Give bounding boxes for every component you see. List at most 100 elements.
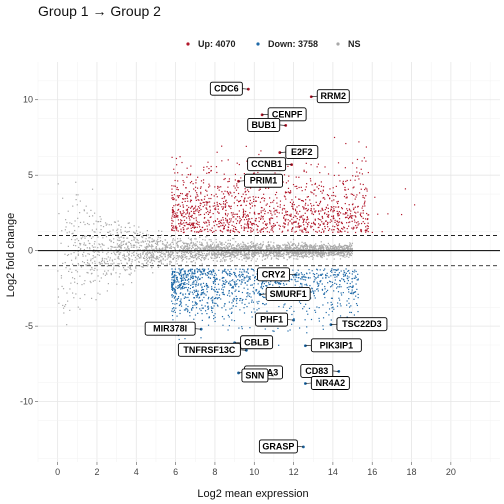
point-down <box>184 293 187 295</box>
point-up <box>237 200 240 203</box>
point-down <box>200 309 202 312</box>
point-up <box>273 211 275 213</box>
point-up <box>258 189 260 191</box>
point-ns <box>328 244 330 246</box>
point-ns <box>265 246 267 248</box>
point-ns <box>276 253 278 255</box>
point-down <box>177 280 179 282</box>
point-ns <box>333 258 335 260</box>
point-ns <box>117 257 119 259</box>
point-ns <box>144 240 147 242</box>
point-up <box>299 216 301 218</box>
point-ns <box>289 245 291 247</box>
point-ns <box>151 252 153 254</box>
point-ns <box>160 263 163 265</box>
point-ns <box>164 247 166 249</box>
point-down <box>337 268 339 270</box>
point-ns <box>293 252 295 255</box>
point-up <box>289 215 291 217</box>
point-down <box>330 275 332 277</box>
point-up <box>251 202 253 204</box>
point-ns <box>185 245 187 247</box>
point-down <box>179 292 181 295</box>
point-ns <box>292 254 294 257</box>
point-down <box>264 328 266 330</box>
point-ns <box>65 219 67 221</box>
point-down <box>211 288 213 290</box>
point-ns <box>266 254 268 257</box>
point-up <box>265 228 267 230</box>
point-ns <box>169 254 171 256</box>
point-up <box>216 196 218 198</box>
point-ns <box>132 246 134 248</box>
point-ns <box>227 239 229 241</box>
point-up <box>195 222 197 225</box>
point-ns <box>233 256 235 258</box>
point-up <box>171 222 173 224</box>
point-up <box>211 231 214 234</box>
point-ns <box>325 253 328 255</box>
point-down <box>214 313 216 315</box>
point-ns <box>240 247 243 250</box>
point-down <box>346 300 348 302</box>
point-up <box>350 210 352 212</box>
point-down <box>193 291 196 293</box>
point-down <box>282 306 285 308</box>
point-ns <box>128 241 131 243</box>
point-ns <box>128 248 130 250</box>
point-ns <box>237 253 239 255</box>
point-ns <box>134 270 136 272</box>
point-down <box>175 307 177 309</box>
point-ns <box>89 280 91 282</box>
point-up <box>197 206 200 208</box>
point-up <box>257 171 259 174</box>
point-down <box>309 277 311 279</box>
point-ns <box>127 254 130 256</box>
point-up <box>302 206 304 208</box>
point-ns <box>112 241 115 244</box>
point-ns <box>310 251 312 253</box>
point-ns <box>164 254 166 256</box>
point-down <box>240 297 242 300</box>
point-up <box>356 226 358 228</box>
point-up <box>247 226 250 228</box>
point-up <box>305 221 307 223</box>
point-up <box>190 210 192 212</box>
point-down <box>215 278 217 280</box>
point-up <box>352 228 354 230</box>
point-up <box>292 183 295 186</box>
point-ns <box>199 247 201 249</box>
point-up <box>221 145 223 147</box>
point-ns <box>128 253 130 255</box>
point-up <box>272 231 274 233</box>
point-up <box>287 187 290 189</box>
point-ns <box>224 252 227 254</box>
point-down <box>194 301 196 303</box>
point-down <box>301 273 303 275</box>
point-up <box>238 200 241 202</box>
point-down <box>174 295 177 298</box>
point-down <box>241 280 243 282</box>
point-ns <box>348 251 350 254</box>
point-down <box>189 291 191 293</box>
point-up <box>314 224 317 226</box>
point-down <box>347 270 349 272</box>
point-down <box>252 269 254 271</box>
point-up <box>235 189 238 191</box>
point-ns <box>275 257 277 259</box>
point-up <box>270 225 273 227</box>
point-up <box>270 212 272 214</box>
point-up <box>190 173 192 175</box>
point-up <box>233 225 235 228</box>
point-ns <box>114 246 116 248</box>
point-ns <box>293 249 295 251</box>
point-ns <box>62 262 64 265</box>
point-up <box>326 223 329 226</box>
point-ns <box>64 253 66 255</box>
point-down <box>174 268 176 270</box>
point-up <box>209 209 211 211</box>
point-down <box>175 292 177 294</box>
point-up <box>200 203 202 205</box>
point-up <box>303 219 305 221</box>
point-down <box>183 275 185 277</box>
